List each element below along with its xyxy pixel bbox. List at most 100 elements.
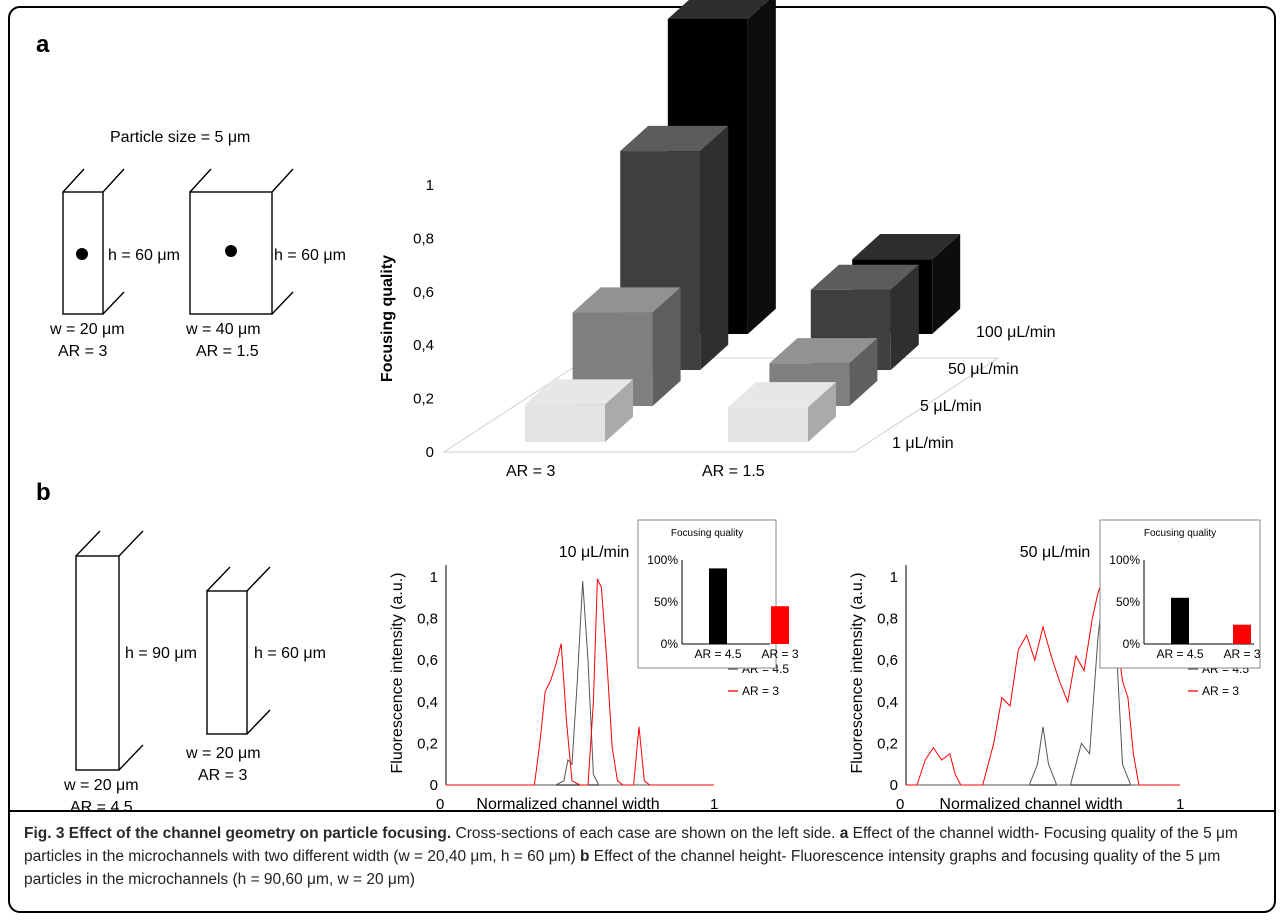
x-tick-label: 0 <box>896 796 904 813</box>
inset-y-tick: 0% <box>661 637 679 651</box>
bar-side <box>747 0 776 334</box>
inset-y-tick: 100% <box>1109 553 1140 567</box>
channel-cross-section-a1 <box>62 168 125 315</box>
inset-bar <box>1233 624 1251 644</box>
bar-top <box>620 125 729 152</box>
inset-title: Focusing quality <box>1144 528 1216 539</box>
inset-bar <box>709 568 727 644</box>
bar-side <box>932 234 961 334</box>
inset-y-tick: 50% <box>1116 595 1140 609</box>
legend-label: AR = 3 <box>742 684 779 698</box>
inset-category-label: AR = 4.5 <box>1156 647 1203 661</box>
bar-side <box>605 379 633 442</box>
y-tick-label: 0 <box>890 777 898 794</box>
x-axis-title: Normalized channel width <box>476 796 659 813</box>
y-tick-label: 0,6 <box>877 652 898 669</box>
y-tick-label: 1 <box>890 569 898 586</box>
inset-category-label: AR = 3 <box>761 647 798 661</box>
x-tick-label: 1 <box>1176 796 1184 813</box>
caption-text-2: Effect of the channel width- Focusing qu… <box>24 825 1238 865</box>
x-category-label: AR = 3 <box>506 463 555 480</box>
y-axis-title: Fluorescence intensity (a.u.) <box>849 573 866 774</box>
bar-side <box>652 287 681 406</box>
channel-a2-ar-label: AR = 1.5 <box>196 343 259 360</box>
channel-b2-ar-label: AR = 3 <box>198 767 247 784</box>
bar-top <box>728 382 836 408</box>
figure-frame <box>8 6 1276 913</box>
bar <box>525 404 605 442</box>
channel-a2-width-label: w = 40 μm <box>185 321 261 338</box>
chart-title: 10 μL/min <box>559 544 630 561</box>
series-line <box>446 581 714 786</box>
y-tick-label: 0 <box>430 777 438 794</box>
channel-a1-ar-label: AR = 3 <box>58 343 107 360</box>
x-tick-label: 1 <box>710 796 718 813</box>
bar-top <box>525 379 633 405</box>
particle-size-label: Particle size = 5 μm <box>110 129 250 146</box>
channel-b2-width-label: w = 20 μm <box>185 745 261 762</box>
bar-side <box>808 382 836 442</box>
x-axis-title: Normalized channel width <box>939 796 1122 813</box>
depth-label: 100 μL/min <box>976 324 1055 341</box>
y-tick-label: 0 <box>426 444 434 461</box>
inset-y-tick: 0% <box>1123 637 1141 651</box>
inset-y-tick: 50% <box>654 595 678 609</box>
fluorescence-chart-10: 0 0,2 0,4 0,6 0,8 1 0 1 Normalized channel width… <box>389 519 799 813</box>
caption-rule <box>8 810 1276 812</box>
y-tick-label: 1 <box>430 569 438 586</box>
depth-label: 50 μL/min <box>948 361 1019 378</box>
channel-b1-ar-label: AR = 4.5 <box>70 799 133 816</box>
bar-top <box>769 338 878 364</box>
x-tick-label: 0 <box>436 796 444 813</box>
bar-side <box>849 338 878 406</box>
series-line <box>446 578 714 786</box>
bar-top <box>810 264 919 290</box>
inset-frame <box>637 519 777 669</box>
x-category-label: AR = 1.5 <box>702 463 765 480</box>
channel-a2-height-label: h = 60 μm <box>274 247 346 264</box>
depth-label: 5 μL/min <box>920 398 982 415</box>
bar-top <box>572 287 681 313</box>
caption-a-letter: a <box>839 825 849 842</box>
inset-y-tick: 100% <box>647 553 678 567</box>
caption-text-3: Effect of the channel height- Fluorescen… <box>24 848 1221 888</box>
series-line <box>906 576 1180 786</box>
y-axis-title: Fluorescence intensity (a.u.) <box>389 573 406 774</box>
y-tick-label: 0,8 <box>417 611 438 628</box>
y-tick-label: 0,6 <box>413 284 434 301</box>
channel-a1-height-label: h = 60 μm <box>108 247 180 264</box>
channel-a1-width-label: w = 20 μm <box>49 321 125 338</box>
y-tick-label: 0,6 <box>417 652 438 669</box>
bar-side <box>700 125 729 370</box>
inset-category-label: AR = 4.5 <box>694 647 741 661</box>
depth-label: 1 μL/min <box>892 435 954 452</box>
y-tick-label: 1 <box>426 177 434 194</box>
y-axis-title: Focusing quality <box>379 255 396 382</box>
inset-category-label: AR = 3 <box>1223 647 1260 661</box>
focusing-quality-3d-bar-chart: 0 0,2 0,4 0,6 0,8 1 Focusing quality AR = 3 AR =… <box>379 0 1055 480</box>
bar-side <box>890 264 919 370</box>
y-tick-label: 0,2 <box>877 735 898 752</box>
y-tick-label: 0,2 <box>417 735 438 752</box>
y-tick-label: 0,8 <box>413 230 434 247</box>
figure-caption: Fig. 3 Effect of the channel geometry on… <box>24 822 1264 891</box>
chart-title: 50 μL/min <box>1020 544 1091 561</box>
fluorescence-chart-50: 0 0,2 0,4 0,6 0,8 1 0 1 Normalized channel width… <box>849 519 1261 813</box>
channel-b1-height-label: h = 90 μm <box>125 645 197 662</box>
y-tick-label: 0,8 <box>877 611 898 628</box>
inset-title: Focusing quality <box>671 528 743 539</box>
channel-cross-section-b2 <box>206 566 271 735</box>
caption-text-1: Cross-sections of each case are shown on… <box>451 825 840 842</box>
y-tick-label: 0,4 <box>413 337 434 354</box>
bar-top <box>852 234 961 260</box>
inset-bar <box>1171 597 1189 644</box>
caption-title: Fig. 3 Effect of the channel geometry on… <box>24 825 452 842</box>
channel-cross-section-a2 <box>189 168 294 315</box>
y-tick-label: 0,4 <box>877 694 898 711</box>
channel-b1-width-label: w = 20 μm <box>63 777 139 794</box>
bar <box>728 407 808 442</box>
legend-label: AR = 3 <box>1202 684 1239 698</box>
inset-bar <box>771 606 789 644</box>
channel-cross-section-b1 <box>75 530 144 771</box>
